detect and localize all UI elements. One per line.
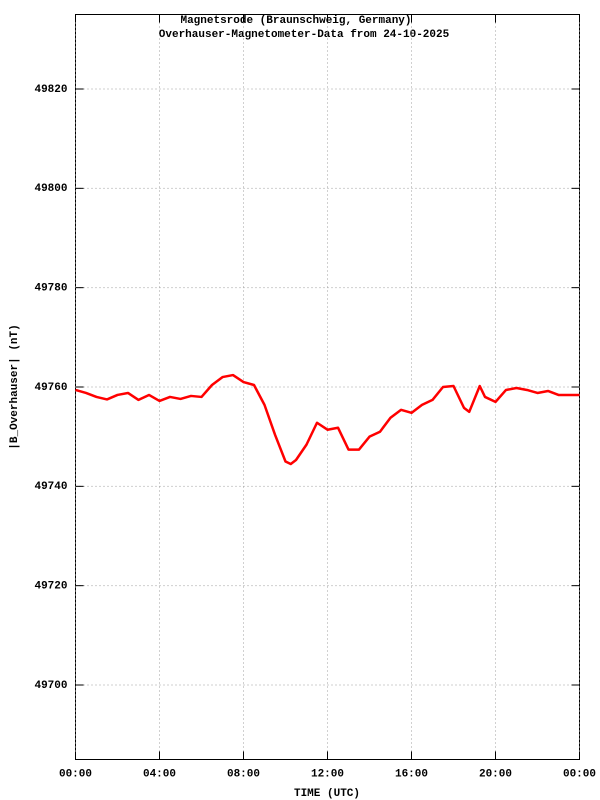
y-tick-label: 49700 bbox=[34, 680, 67, 692]
x-tick-label: 00:00 bbox=[59, 768, 92, 780]
x-tick-label: 12:00 bbox=[311, 768, 344, 780]
y-tick-label: 49740 bbox=[34, 481, 67, 493]
y-tick-label: 49720 bbox=[34, 581, 67, 593]
x-axis-label: TIME (UTC) bbox=[294, 788, 360, 800]
x-tick-label: 08:00 bbox=[227, 768, 260, 780]
x-tick-label: 00:00 bbox=[563, 768, 596, 780]
chart-title: Magnetsrode (Braunschweig, Germany) bbox=[180, 15, 411, 27]
y-tick-label: 49820 bbox=[34, 84, 67, 96]
x-tick-label: 04:00 bbox=[143, 768, 176, 780]
data-line bbox=[75, 373, 580, 466]
y-tick-label: 49760 bbox=[34, 382, 67, 394]
y-axis-label: |B_Overhauser| (nT) bbox=[9, 324, 21, 449]
chart-subtitle: Overhauser-Magnetometer-Data from 24-10-… bbox=[159, 29, 450, 41]
x-tick-label: 16:00 bbox=[395, 768, 428, 780]
x-tick-label: 20:00 bbox=[479, 768, 512, 780]
y-tick-label: 49800 bbox=[34, 183, 67, 195]
y-tick-label: 49780 bbox=[34, 283, 67, 295]
